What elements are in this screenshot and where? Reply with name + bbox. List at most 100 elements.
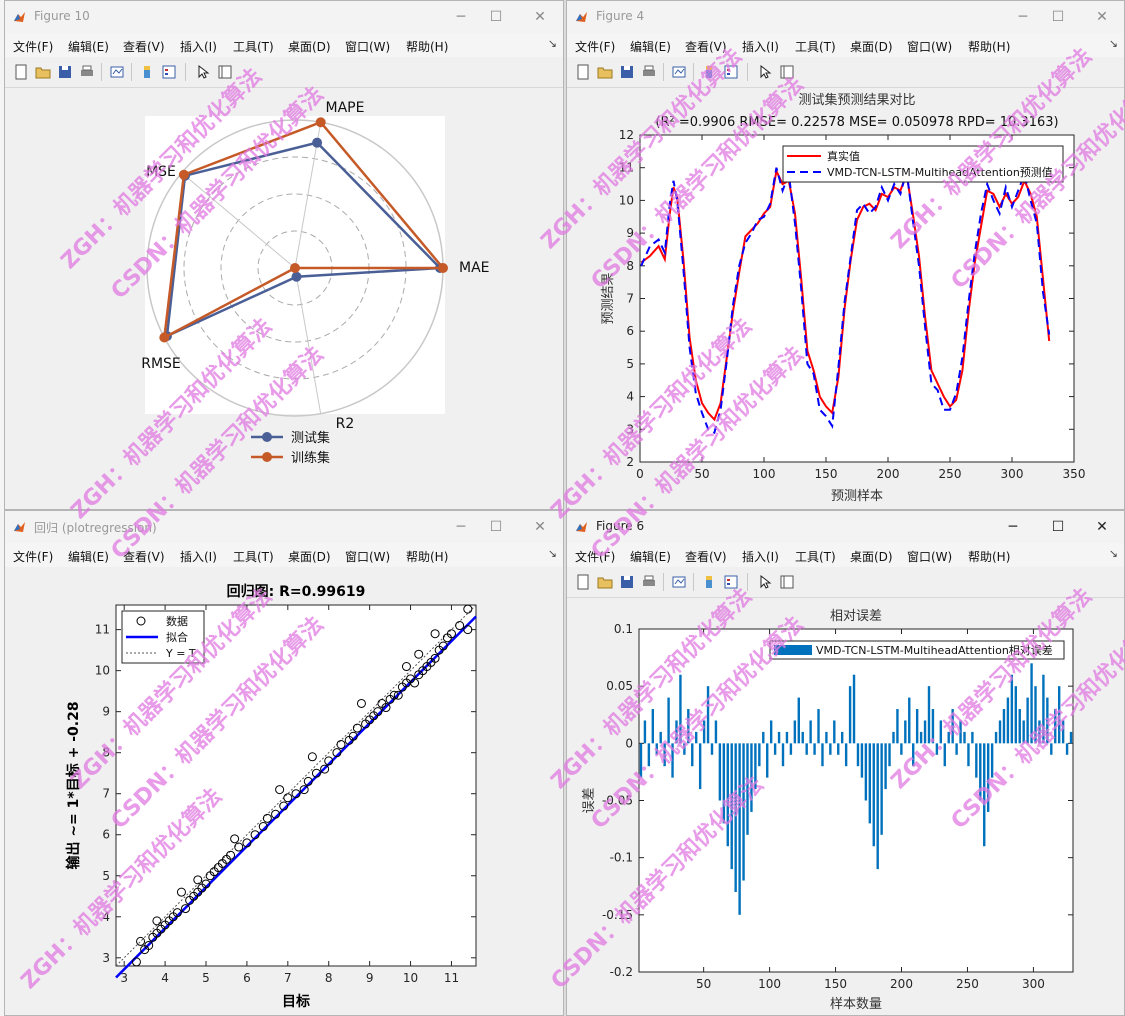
menu-item-5[interactable]: 桌面(D) [288,550,331,564]
menu-item-3[interactable]: 插入(I) [742,40,779,54]
menu-item-0[interactable]: 文件(F) [13,40,54,54]
data-point [381,703,391,713]
menu-item-3[interactable]: 插入(I) [742,550,779,564]
colorbar-icon[interactable] [701,574,717,590]
save-icon[interactable] [619,64,635,80]
property-editor-icon[interactable] [779,574,795,590]
error-bar [742,743,745,881]
link-plot-icon[interactable] [671,64,687,80]
maximize-button[interactable]: ☐ [1051,519,1065,535]
new-file-icon[interactable] [575,64,591,80]
legend-icon[interactable] [723,64,739,80]
dock-arrow-icon[interactable]: ↘ [547,37,557,50]
minimize-button[interactable]: ─ [456,519,466,535]
menu-item-5[interactable]: 桌面(D) [850,550,893,564]
close-button[interactable]: ✕ [534,9,546,25]
error-bar [923,720,927,744]
menu-item-5[interactable]: 桌面(D) [288,40,331,54]
colorbar-icon[interactable] [139,64,155,80]
figure-window-radar[interactable]: Figure 10 ─ ☐ ✕ 文件(F) 编辑(E) 查看(V) 插入(I) 工具(T… [4,0,564,510]
minimize-button[interactable]: ─ [1008,519,1018,535]
error-bar [868,743,872,824]
menu-item-2[interactable]: 查看(V) [685,550,727,564]
menu-item-7[interactable]: 帮助(H) [406,550,449,564]
maximize-button[interactable]: ☐ [489,9,503,25]
close-button[interactable]: ✕ [534,519,546,535]
y-axis-label: 误差 [582,787,597,813]
menu-item-6[interactable]: 窗口(W) [345,550,391,564]
link-plot-icon[interactable] [671,574,687,590]
menu-item-6[interactable]: 窗口(W) [345,40,391,54]
print-icon[interactable] [641,574,657,590]
menu-item-0[interactable]: 文件(F) [575,40,616,54]
error-bar [931,709,935,744]
menu-item-4[interactable]: 工具(T) [233,40,274,54]
error-bar [813,743,816,755]
figure-window-regression[interactable]: 回归 (plotregression) ─ ☐ ✕ 文件(F) 编辑(E) 查看(V… [4,510,564,1016]
menu-item-1[interactable]: 编辑(E) [68,40,109,54]
print-icon[interactable] [641,64,657,80]
error-bar [679,674,682,744]
close-button[interactable]: ✕ [1096,519,1108,535]
new-file-icon[interactable] [575,574,591,590]
menu-item-1[interactable]: 编辑(E) [630,550,671,564]
y-tick-label: 0 [625,736,633,750]
dock-arrow-icon[interactable]: ↘ [1108,547,1118,560]
x-tick-label: 100 [753,467,776,481]
figure-window-6[interactable]: Figure 6 ─ ☐ ✕ 文件(F) 编辑(E) 查看(V) 插入(I) 工具(T)… [566,510,1125,1016]
open-folder-icon[interactable] [597,574,613,590]
menu-item-2[interactable]: 查看(V) [123,40,165,54]
maximize-button[interactable]: ☐ [1051,9,1065,25]
dock-arrow-icon[interactable]: ↘ [547,547,557,560]
pointer-icon[interactable] [757,64,773,80]
title-bar[interactable]: Figure 4 ─ ☐ ✕ [567,1,1124,33]
error-bar [900,743,903,755]
menu-item-1[interactable]: 编辑(E) [68,550,109,564]
menu-item-2[interactable]: 查看(V) [685,40,727,54]
pointer-icon[interactable] [195,64,211,80]
save-icon[interactable] [57,64,73,80]
figure-window-4[interactable]: Figure 4 ─ ☐ ✕ 文件(F) 编辑(E) 查看(V) 插入(I) 工具(T)… [566,0,1125,510]
minimize-button[interactable]: ─ [1018,9,1028,25]
minimize-button[interactable]: ─ [456,9,466,25]
close-button[interactable]: ✕ [1096,9,1108,25]
open-folder-icon[interactable] [597,64,613,80]
menu-item-4[interactable]: 工具(T) [233,550,274,564]
colorbar-icon[interactable] [701,64,717,80]
menu-item-7[interactable]: 帮助(H) [406,40,449,54]
legend-icon[interactable] [723,574,739,590]
open-folder-icon[interactable] [35,64,51,80]
error-bar [998,720,1002,744]
dock-arrow-icon[interactable]: ↘ [1108,37,1118,50]
legend-icon[interactable] [161,64,177,80]
link-plot-icon[interactable] [109,64,125,80]
menu-item-0[interactable]: 文件(F) [575,550,616,564]
menu-item-1[interactable]: 编辑(E) [630,40,671,54]
menu-item-4[interactable]: 工具(T) [795,40,836,54]
radar-spoke [181,172,296,269]
menu-item-4[interactable]: 工具(T) [795,550,836,564]
title-bar[interactable]: Figure 10 ─ ☐ ✕ [5,1,563,33]
x-tick-label: 3 [120,971,128,985]
menu-item-0[interactable]: 文件(F) [13,550,54,564]
menu-item-5[interactable]: 桌面(D) [850,40,893,54]
property-editor-icon[interactable] [779,64,795,80]
save-icon[interactable] [619,574,635,590]
new-file-icon[interactable] [13,64,29,80]
error-bar [695,731,698,744]
menu-item-3[interactable]: 插入(I) [180,550,217,564]
menu-item-7[interactable]: 帮助(H) [968,40,1011,54]
menu-item-6[interactable]: 窗口(W) [907,40,953,54]
menu-item-3[interactable]: 插入(I) [180,40,217,54]
menu-item-6[interactable]: 窗口(W) [907,550,953,564]
title-bar[interactable]: Figure 6 ─ ☐ ✕ [567,511,1124,543]
error-bar [896,709,899,744]
error-bar [655,743,658,755]
maximize-button[interactable]: ☐ [489,519,503,535]
menu-item-2[interactable]: 查看(V) [123,550,165,564]
title-bar[interactable]: 回归 (plotregression) ─ ☐ ✕ [5,511,563,543]
menu-item-7[interactable]: 帮助(H) [968,550,1011,564]
print-icon[interactable] [79,64,95,80]
property-editor-icon[interactable] [217,64,233,80]
pointer-icon[interactable] [757,574,773,590]
